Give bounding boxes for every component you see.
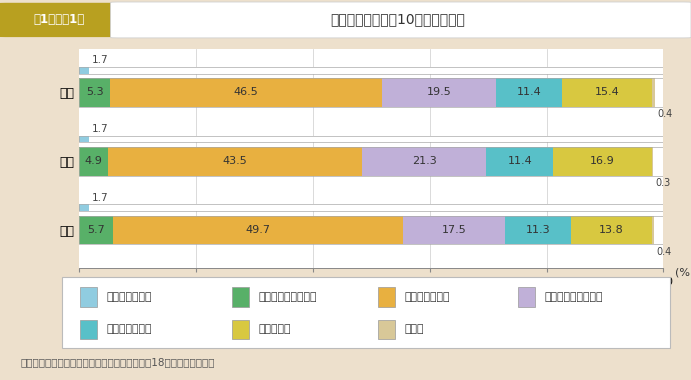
Bar	[553, 147, 652, 176]
Text: 強くなっている: 強くなっている	[106, 292, 152, 302]
Text: 1.7: 1.7	[93, 124, 109, 134]
Bar	[80, 320, 97, 339]
Bar	[652, 78, 654, 107]
Text: 0.4: 0.4	[656, 247, 672, 257]
Text: 5.7: 5.7	[87, 225, 105, 235]
FancyBboxPatch shape	[62, 277, 670, 348]
Text: 4.9: 4.9	[85, 156, 103, 166]
Bar	[232, 320, 249, 339]
FancyBboxPatch shape	[0, 3, 120, 37]
Bar	[79, 66, 663, 73]
Text: わからない: わからない	[258, 325, 291, 334]
Bar	[111, 78, 382, 107]
Text: 13.8: 13.8	[599, 225, 624, 235]
Bar	[652, 215, 654, 244]
Bar	[79, 78, 111, 107]
Bar	[108, 147, 362, 176]
Bar	[486, 147, 553, 176]
Text: 11.4: 11.4	[507, 156, 532, 166]
Text: 11.3: 11.3	[526, 225, 551, 235]
Bar	[362, 147, 486, 176]
Text: 無回答: 無回答	[404, 325, 424, 334]
Bar	[80, 287, 97, 307]
Bar	[79, 136, 663, 142]
Text: 1.7: 1.7	[93, 193, 109, 203]
Text: 変わっていない: 変わっていない	[404, 292, 450, 302]
Text: 49.7: 49.7	[245, 225, 270, 235]
Text: 11.4: 11.4	[517, 87, 542, 97]
Bar	[403, 215, 505, 244]
Bar	[79, 215, 113, 244]
Text: 5.3: 5.3	[86, 87, 104, 97]
Bar	[518, 287, 536, 307]
Bar	[379, 320, 395, 339]
Text: 地域のつながり－10年前と比較－: 地域のつながり－10年前と比較－	[330, 12, 466, 26]
Text: 16.9: 16.9	[590, 156, 615, 166]
Bar	[79, 66, 89, 73]
Text: 19.5: 19.5	[426, 87, 451, 97]
Bar	[562, 78, 652, 107]
Text: 0.4: 0.4	[657, 109, 672, 119]
Bar	[79, 215, 663, 244]
Bar	[89, 66, 663, 73]
Text: やや弱くなっている: やや弱くなっている	[545, 292, 603, 302]
Text: 43.5: 43.5	[223, 156, 247, 166]
Text: 46.5: 46.5	[234, 87, 258, 97]
Bar	[89, 204, 663, 211]
FancyBboxPatch shape	[111, 2, 691, 38]
Text: 15.4: 15.4	[595, 87, 620, 97]
Bar	[79, 147, 663, 176]
Bar	[379, 287, 395, 307]
Bar	[89, 136, 663, 142]
Bar	[79, 136, 89, 142]
Bar	[382, 78, 495, 107]
Text: (%): (%)	[675, 268, 691, 278]
Bar	[79, 78, 663, 107]
Bar	[113, 215, 403, 244]
Text: やや強くなっている: やや強くなっている	[258, 292, 317, 302]
Bar	[79, 147, 108, 176]
Bar	[79, 204, 89, 211]
Bar	[652, 147, 654, 176]
Text: 17.5: 17.5	[442, 225, 466, 235]
Bar	[232, 287, 249, 307]
Text: 1.7: 1.7	[93, 55, 109, 65]
Text: （備考）内閣府「国民生活選好度調査」（平成18年度）より作成。: （備考）内閣府「国民生活選好度調査」（平成18年度）より作成。	[21, 358, 215, 367]
Bar	[79, 204, 663, 211]
Text: 弱くなっている: 弱くなっている	[106, 325, 152, 334]
Text: 21.3: 21.3	[412, 156, 437, 166]
Bar	[571, 215, 652, 244]
Text: 0.3: 0.3	[656, 178, 671, 188]
Bar	[505, 215, 571, 244]
Text: 第1－特－1図: 第1－特－1図	[34, 13, 85, 26]
Bar	[495, 78, 562, 107]
